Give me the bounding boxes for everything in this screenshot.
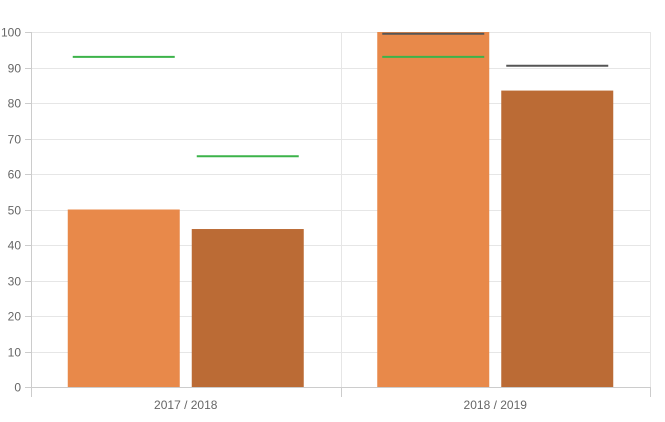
x-tick-label: 2017 / 2018 xyxy=(154,398,218,412)
y-tick-label: 0 xyxy=(14,381,21,395)
y-tick-label: 50 xyxy=(8,204,22,218)
bar-1-1[interactable] xyxy=(67,209,180,388)
x-axis-ticks: 2017 / 2018 2018 / 2019 xyxy=(31,387,651,412)
y-axis-ticks: 0 10 20 30 40 50 60 70 80 90 100 xyxy=(1,26,31,395)
y-tick-label: 10 xyxy=(8,346,22,360)
y-tick-label: 40 xyxy=(8,239,22,253)
bars xyxy=(67,32,614,388)
x-tick-label: 2018 / 2019 xyxy=(464,398,528,412)
y-tick-label: 30 xyxy=(8,275,22,289)
axes xyxy=(31,32,650,388)
bar-1-2[interactable] xyxy=(377,32,490,387)
y-tick-label: 90 xyxy=(8,62,22,76)
y-tick-label: 100 xyxy=(1,26,21,40)
target-lines xyxy=(72,32,609,158)
y-tick-label: 70 xyxy=(8,133,22,147)
y-tick-label: 60 xyxy=(8,168,22,182)
bar-2-2[interactable] xyxy=(501,90,614,387)
bar-2-1[interactable] xyxy=(191,229,304,387)
y-tick-label: 80 xyxy=(8,97,22,111)
y-tick-label: 20 xyxy=(8,310,22,324)
